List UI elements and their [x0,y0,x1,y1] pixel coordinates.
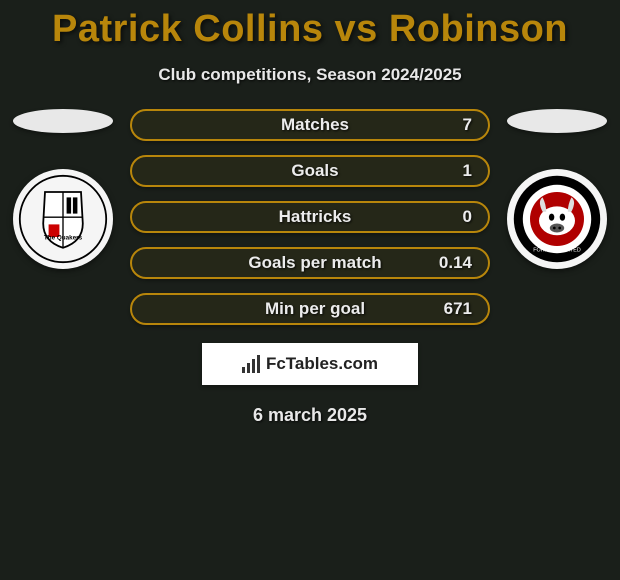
right-club-crest: HEREFORD FC FOREVER UNITED [507,169,607,269]
left-club-crest: The Quakers [13,169,113,269]
brand-text: FcTables.com [266,354,378,374]
stat-value: 671 [432,299,472,319]
stat-label: Goals per match [148,253,432,273]
left-column: The Quakers [8,109,118,269]
stat-row-matches: Matches 7 [130,109,490,141]
stat-value: 0 [432,207,472,227]
bar-chart-icon [242,355,260,373]
stat-label: Hattricks [148,207,432,227]
stat-row-min-per-goal: Min per goal 671 [130,293,490,325]
card-container: Patrick Collins vs Robinson Club competi… [0,0,620,426]
right-ellipse-placeholder [507,109,607,133]
brand-box: FcTables.com [202,343,418,385]
left-ellipse-placeholder [13,109,113,133]
hereford-crest-icon: HEREFORD FC FOREVER UNITED [512,174,602,264]
stat-value: 1 [432,161,472,181]
main-row: The Quakers Matches 7 Goals 1 Hattricks … [0,109,620,325]
stat-label: Matches [148,115,432,135]
stats-column: Matches 7 Goals 1 Hattricks 0 Goals per … [130,109,490,325]
left-crest-motto: The Quakers [44,235,83,242]
quakers-crest-icon: The Quakers [18,174,108,264]
stat-row-hattricks: Hattricks 0 [130,201,490,233]
stat-row-goals: Goals 1 [130,155,490,187]
stat-value: 7 [432,115,472,135]
stat-label: Min per goal [148,299,432,319]
stat-row-goals-per-match: Goals per match 0.14 [130,247,490,279]
page-title: Patrick Collins vs Robinson [0,8,620,51]
subtitle: Club competitions, Season 2024/2025 [0,65,620,85]
date-text: 6 march 2025 [0,405,620,426]
right-column: HEREFORD FC FOREVER UNITED [502,109,612,269]
stat-label: Goals [148,161,432,181]
right-crest-founded: FOREVER UNITED [533,247,581,253]
stat-value: 0.14 [432,253,472,273]
